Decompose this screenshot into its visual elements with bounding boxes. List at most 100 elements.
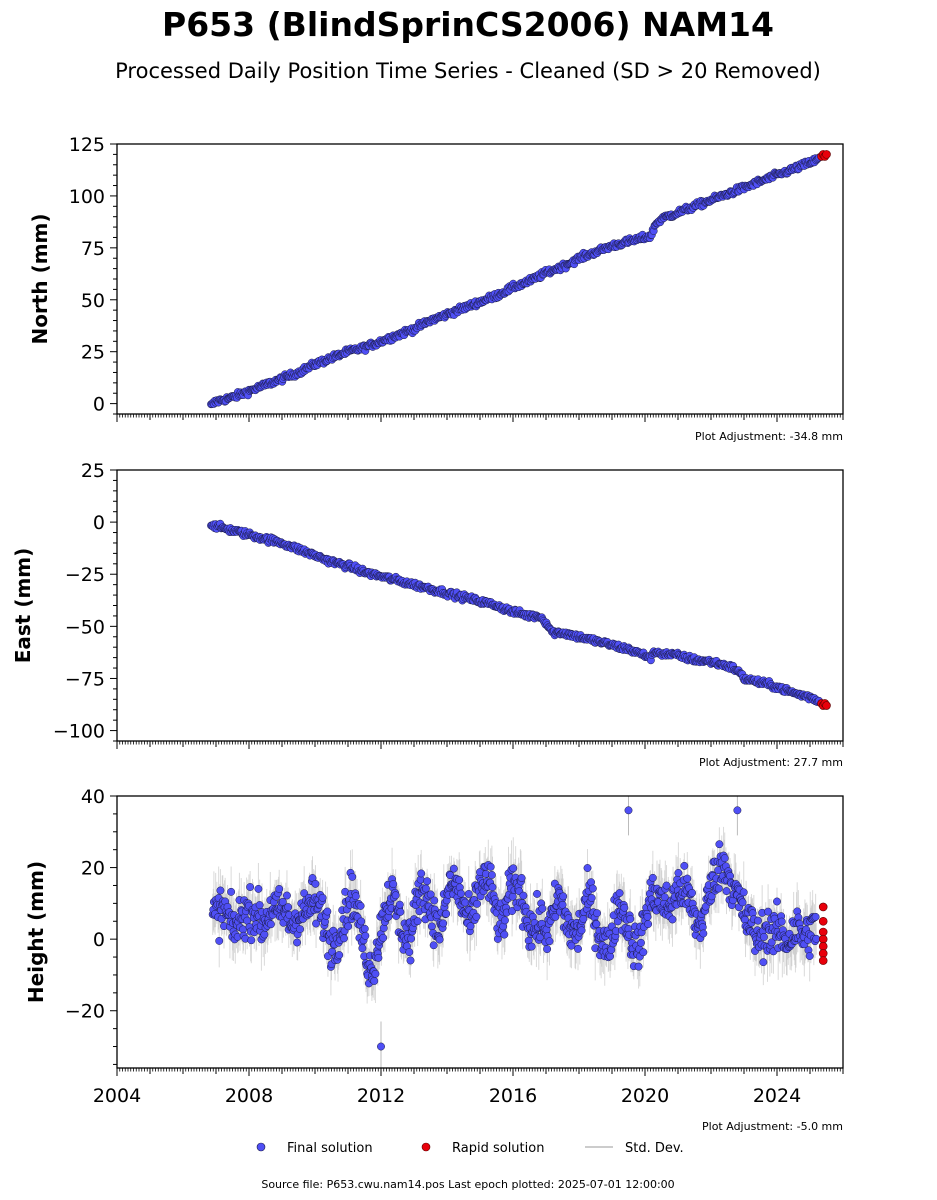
- final-point: [738, 898, 747, 907]
- final-point: [545, 937, 554, 946]
- final-point: [588, 884, 597, 893]
- final-point: [374, 953, 383, 962]
- final-point: [407, 934, 416, 943]
- source-footer: Source file: P653.cwu.nam14.pos Last epo…: [261, 1178, 674, 1191]
- final-point: [683, 874, 692, 883]
- final-point: [247, 936, 256, 945]
- east-y-axis-label: East (mm): [11, 548, 35, 664]
- final-point: [278, 897, 287, 906]
- outlier-point: [377, 1042, 385, 1051]
- final-point: [426, 890, 435, 899]
- y-tick-label: 25: [81, 460, 105, 482]
- final-point: [543, 945, 552, 954]
- north-plot-area: [207, 150, 831, 409]
- final-point: [559, 892, 568, 901]
- final-point: [606, 952, 615, 961]
- outlier-point: [733, 806, 742, 815]
- x-tick-label: 2020: [621, 1085, 669, 1107]
- rapid-point: [818, 942, 828, 951]
- final-point: [405, 948, 414, 957]
- final-point: [255, 901, 264, 909]
- final-point: [567, 941, 576, 950]
- final-point: [215, 936, 224, 945]
- final-point: [417, 869, 426, 878]
- final-point: [335, 951, 344, 959]
- rapid-point: [822, 150, 831, 159]
- final-point: [466, 922, 475, 931]
- y-tick-label: 20: [81, 858, 105, 880]
- final-point: [538, 904, 547, 913]
- final-point: [429, 941, 438, 950]
- x-tick-label: 2012: [357, 1085, 405, 1107]
- final-point: [722, 887, 731, 896]
- final-point: [323, 907, 332, 916]
- final-point: [360, 924, 369, 933]
- final-point: [442, 909, 451, 918]
- final-point: [284, 903, 293, 912]
- final-point: [508, 907, 517, 915]
- final-point: [361, 931, 370, 940]
- final-point: [720, 854, 729, 863]
- height-y-axis-label: Height (mm): [24, 861, 48, 1003]
- y-tick-label: 25: [81, 342, 105, 364]
- final-point: [626, 914, 635, 923]
- final-point: [488, 883, 497, 892]
- final-point: [435, 935, 444, 944]
- final-point: [533, 889, 541, 898]
- legend: Final solution Rapid solution Std. Dev.: [256, 1141, 684, 1156]
- final-point: [587, 894, 596, 902]
- final-point: [812, 934, 821, 943]
- final-point: [396, 907, 405, 916]
- final-point: [356, 901, 365, 910]
- height-panel: −20 0 20 40 2004 2008 2012 2016 2020 2024 Height (…: [24, 786, 844, 1133]
- legend-final-marker: [256, 1142, 266, 1152]
- height-plot-area: [208, 796, 828, 1068]
- y-tick-label: 0: [93, 512, 105, 534]
- legend-final-label: Final solution: [287, 1141, 373, 1156]
- y-tick-label: 100: [69, 186, 105, 208]
- final-point: [637, 938, 645, 947]
- east-plot-area: [207, 519, 831, 710]
- final-point: [370, 977, 379, 985]
- north-y-axis-label: North (mm): [28, 213, 52, 344]
- final-point: [620, 903, 629, 912]
- final-point: [216, 886, 225, 895]
- final-point: [508, 892, 517, 901]
- final-point: [739, 888, 748, 897]
- final-point: [634, 962, 643, 971]
- final-point: [644, 920, 653, 929]
- east-panel: −100 −75 −50 −25 0 25 East (mm) Plot Adjustment…: [11, 460, 844, 769]
- height-final-points: [208, 806, 821, 1051]
- final-point: [283, 891, 291, 900]
- final-point: [643, 912, 652, 921]
- rapid-point: [818, 902, 828, 912]
- final-point: [379, 933, 388, 942]
- y-tick-label: 40: [81, 786, 105, 808]
- final-point: [517, 874, 526, 882]
- final-point: [551, 912, 560, 921]
- rapid-point: [818, 927, 828, 937]
- final-point: [318, 893, 327, 902]
- final-point: [246, 883, 255, 891]
- east-plot-adjustment: Plot Adjustment: 27.7 mm: [699, 756, 843, 769]
- y-tick-label: 125: [69, 134, 105, 156]
- final-point: [340, 934, 348, 943]
- final-point: [777, 917, 786, 926]
- final-point: [344, 922, 353, 931]
- final-point: [351, 892, 360, 901]
- final-point: [254, 884, 263, 893]
- final-point: [389, 880, 398, 889]
- chart-subtitle: Processed Daily Position Time Series - C…: [115, 59, 821, 83]
- final-point: [413, 917, 422, 926]
- final-point: [455, 876, 464, 884]
- final-point: [427, 922, 436, 931]
- final-point: [500, 930, 509, 939]
- final-point: [266, 920, 275, 929]
- x-tick-label: 2016: [489, 1085, 537, 1107]
- final-point: [358, 944, 367, 953]
- final-point: [487, 871, 496, 879]
- final-point: [583, 864, 592, 872]
- final-point: [423, 877, 432, 886]
- outlier-point: [624, 806, 633, 815]
- final-point: [227, 887, 236, 896]
